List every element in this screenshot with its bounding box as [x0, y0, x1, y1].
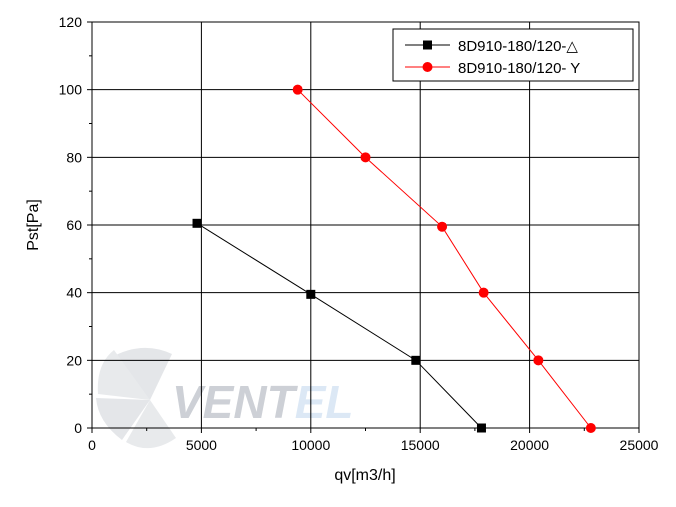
legend-item-2: 8D910-180/120- Y [405, 60, 580, 77]
data-point [292, 84, 303, 95]
y-tick-label: 80 [66, 149, 82, 165]
y-tick-label: 60 [66, 217, 82, 233]
data-point [437, 221, 448, 232]
series-line [196, 222, 482, 429]
series-1 [192, 218, 486, 433]
y-tick-label: 100 [59, 82, 83, 98]
y-tick-label: 0 [74, 420, 82, 436]
legend-box [392, 28, 634, 82]
y-axis-label: Pst[Pa] [25, 199, 42, 251]
x-tick-label: 0 [88, 437, 96, 453]
legend-label: 8D910-180/120- Y [458, 60, 580, 77]
watermark-text-light: EL [295, 376, 354, 428]
data-point [533, 355, 544, 366]
series-2 [292, 84, 596, 433]
data-point [585, 423, 596, 433]
legend-marker [422, 62, 433, 72]
legend: 8D910-180/120-△ 8D910-180/120- Y [392, 28, 634, 82]
x-tick-label: 5000 [186, 437, 217, 453]
watermark-text-dark: VENT [172, 376, 299, 428]
data-point [476, 423, 486, 433]
y-tick-label: 40 [66, 285, 82, 301]
series-line [297, 89, 592, 429]
data-point [478, 287, 489, 298]
x-axis-label: qv[m3/h] [334, 467, 395, 484]
x-tick-label: 15000 [401, 437, 440, 453]
fan-logo-icon [96, 347, 176, 449]
x-tick-label: 20000 [510, 437, 549, 453]
x-tick-label: 10000 [291, 437, 330, 453]
data-point [192, 218, 202, 228]
y-tick-label: 120 [59, 14, 83, 30]
data-point [306, 289, 316, 299]
axes: 0 5000 10000 15000 20000 25000 0 20 40 60 80 100 120 [59, 14, 659, 453]
legend-items: 8D910-180/120-△ 8D910-180/120- Y [405, 38, 580, 77]
legend-marker [423, 40, 432, 50]
data-point [360, 152, 371, 163]
watermark-logo: VENTEL [96, 347, 353, 449]
x-tick-label: 25000 [620, 437, 659, 453]
legend-label: 8D910-180/120-△ [458, 38, 578, 55]
data-point [411, 355, 421, 365]
y-tick-label: 20 [66, 352, 82, 368]
svg-text:VENTEL: VENTEL [172, 376, 353, 428]
series-layer [192, 84, 596, 433]
grid [92, 22, 639, 428]
legend-item-1: 8D910-180/120-△ [405, 38, 578, 55]
